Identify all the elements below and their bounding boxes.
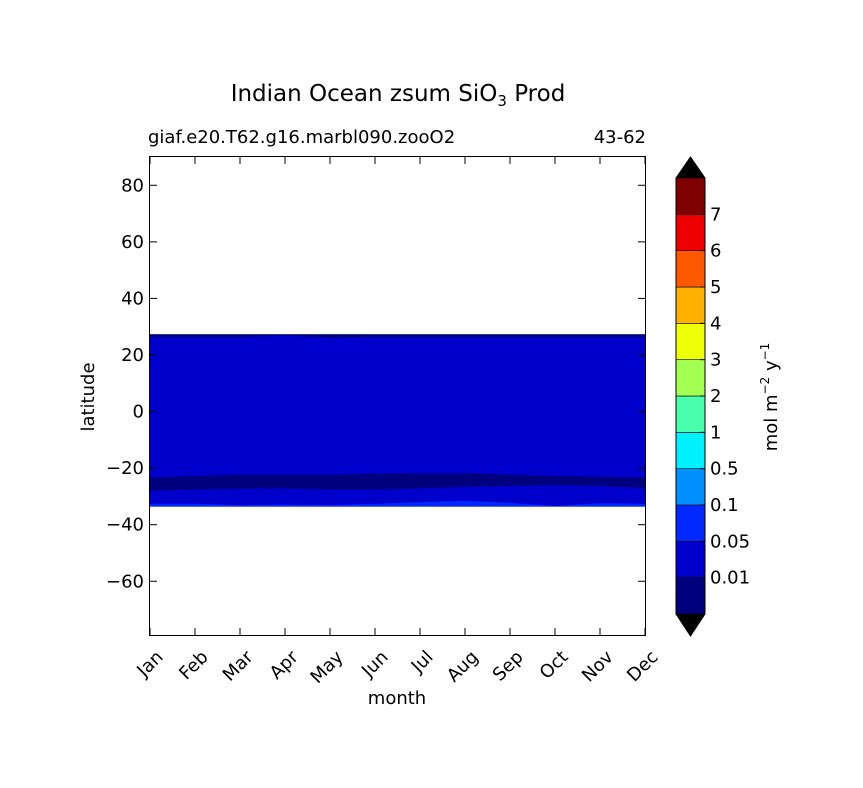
y-tick-label: −60 <box>106 571 144 592</box>
x-tick-label: Sep <box>489 647 528 686</box>
y-tick-label: 20 <box>121 345 144 366</box>
x-tick-label: Nov <box>578 646 618 686</box>
colorbar-tick-label: 0.5 <box>710 459 739 480</box>
colorbar-segment <box>675 250 706 288</box>
y-tick-label: −40 <box>106 515 144 536</box>
y-tick-label: −20 <box>106 458 144 479</box>
colorbar-label-exp2: −1 <box>758 343 772 361</box>
y-tick-label: 40 <box>121 288 144 309</box>
colorbar-tick-label: 3 <box>710 350 721 371</box>
colorbar-outline <box>675 156 706 637</box>
y-axis-label: latitude <box>78 362 99 431</box>
x-tick-label: Jun <box>357 647 392 682</box>
y-tick-label: 60 <box>121 232 144 253</box>
colorbar-segment <box>675 286 706 324</box>
colorbar-tick-label: 0.01 <box>710 568 750 589</box>
colorbar-tick-label: 5 <box>710 277 721 298</box>
colorbar-label-unit: mol m <box>761 394 782 451</box>
contour-band-top <box>150 334 645 338</box>
colorbar-label-mid: y <box>761 360 782 377</box>
chart-subtitle-left: giaf.e20.T62.g16.marbl090.zooO2 <box>148 127 455 148</box>
colorbar-segment <box>675 395 706 433</box>
colorbar-extend-under <box>676 614 705 636</box>
colorbar-segments <box>675 177 706 615</box>
contour-band-bottom <box>150 500 645 507</box>
colorbar-label: mol m−2 y−1 <box>758 343 782 452</box>
colorbar-tick-label: 7 <box>710 204 721 225</box>
colorbar-segment <box>675 177 706 215</box>
colorbar-segment <box>675 468 706 506</box>
colorbar-tick-label: 0.1 <box>710 495 739 516</box>
x-tick-label: Mar <box>219 646 258 685</box>
colorbar-segment <box>675 541 706 578</box>
colorbar-segment <box>675 214 706 251</box>
x-tick-label: Jan <box>132 647 167 682</box>
y-tick-label: 0 <box>133 402 144 423</box>
x-tick-label: Apr <box>266 646 303 683</box>
colorbar-segment <box>675 359 706 397</box>
colorbar-segment <box>675 577 706 615</box>
x-tick-label: Jul <box>407 647 438 678</box>
x-axis-label: month <box>368 688 426 709</box>
colorbar: 0.01 0.05 0.1 0.5 1 2 3 4 5 6 7 mol m−2 y−1 <box>675 156 782 637</box>
plot-frame <box>149 156 646 636</box>
contour-fill-layer <box>150 334 645 507</box>
colorbar-tick-label: 1 <box>710 422 721 443</box>
chart-subtitle-right: 43-62 <box>594 127 646 148</box>
contour-band-middle <box>150 473 645 491</box>
colorbar-segment <box>675 504 706 542</box>
colorbar-segment <box>675 323 706 360</box>
x-tick-label: Dec <box>623 647 662 686</box>
colorbar-tick-label: 4 <box>710 313 721 334</box>
x-tick-label: Aug <box>443 647 483 687</box>
chart-title-subscript: 3 <box>497 92 507 110</box>
x-tick-label: May <box>306 646 347 687</box>
colorbar-tick-label: 2 <box>710 386 721 407</box>
colorbar-extend-over <box>676 157 705 178</box>
colorbar-segment <box>675 432 706 469</box>
colorbar-ticks: 0.01 0.05 0.1 0.5 1 2 3 4 5 6 7 <box>700 204 750 589</box>
colorbar-tick-label: 6 <box>710 241 721 262</box>
colorbar-label-exp1: −2 <box>758 377 772 395</box>
colorbar-tick-label: 0.05 <box>710 531 750 552</box>
y-ticks: 80 60 40 20 0 −20 −40 −60 <box>106 175 645 592</box>
chart-title: Indian Ocean zsum SiO3 Prod <box>231 81 566 110</box>
y-tick-label: 80 <box>121 175 144 196</box>
x-tick-label: Oct <box>536 647 573 684</box>
chart-title-suffix: Prod <box>507 81 565 107</box>
x-tick-label: Feb <box>175 647 212 684</box>
chart-title-prefix: Indian Ocean zsum SiO <box>231 81 498 107</box>
plot-area: Jan Feb Mar Apr May Jun Jul Aug Sep Oct Nov Dec 80 6… <box>106 156 663 688</box>
